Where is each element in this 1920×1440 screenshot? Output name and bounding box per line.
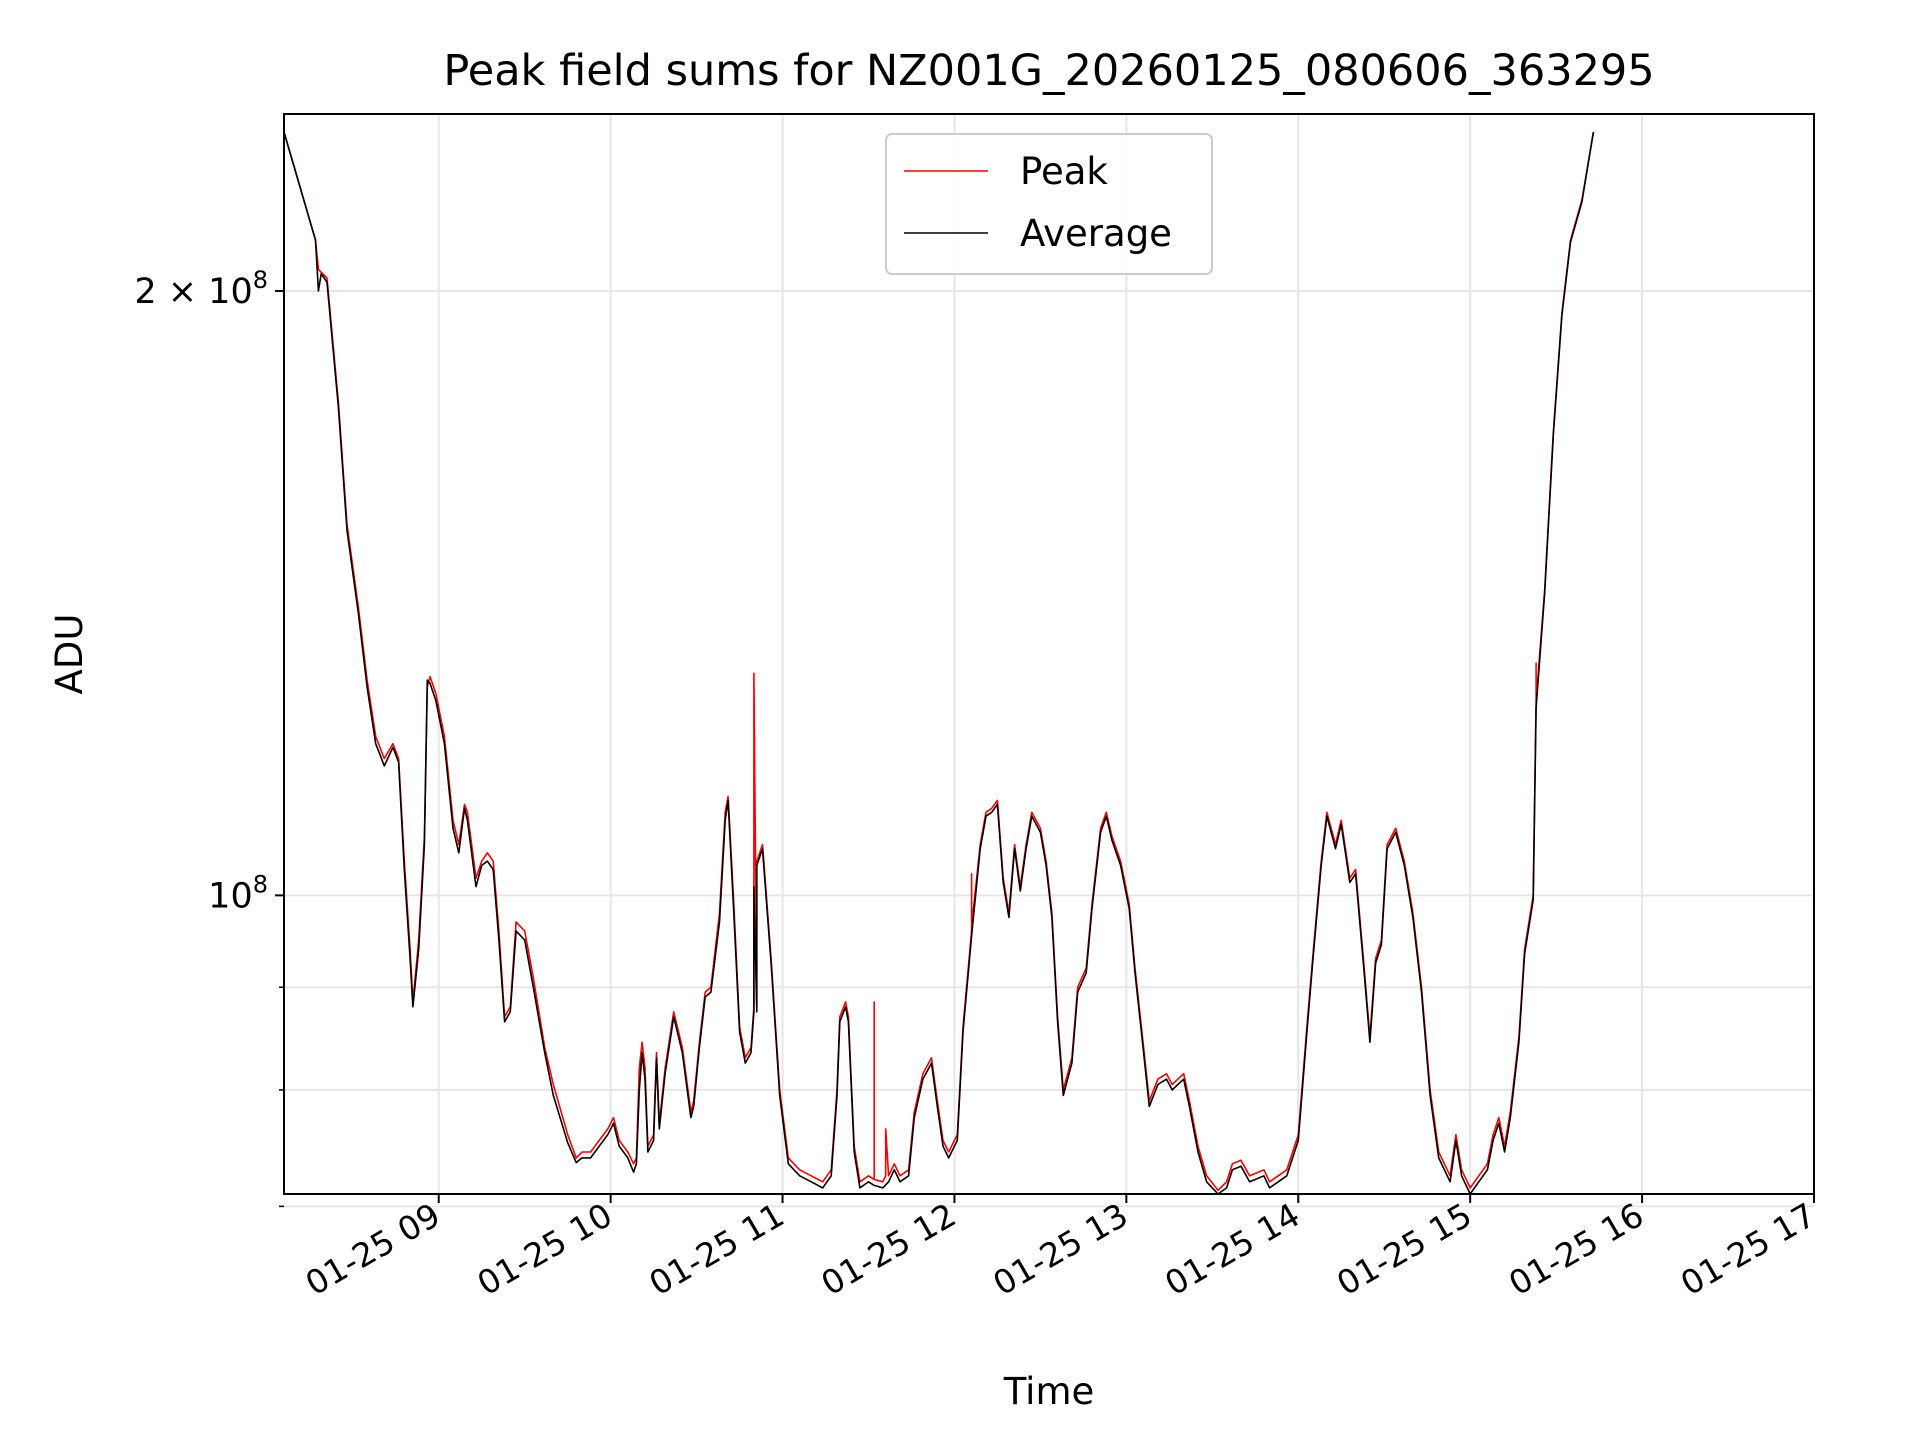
legend-box [885, 133, 1213, 275]
series-group [283, 131, 1595, 1195]
y-tick-label: 108 [208, 870, 268, 916]
series-line-average [283, 131, 1595, 1195]
y-axis-label: ADU [48, 614, 91, 695]
x-axis-label: Time [1003, 1370, 1095, 1413]
chart-title: Peak field sums for NZ001G_20260125_0806… [443, 46, 1654, 96]
plot-frame [283, 113, 1815, 1195]
legend-label-average: Average [1020, 212, 1172, 255]
legend-label-peak: Peak [1020, 150, 1108, 193]
y-tick-label: 2 × 108 [134, 266, 268, 312]
legend: Peak Average [885, 133, 1213, 275]
